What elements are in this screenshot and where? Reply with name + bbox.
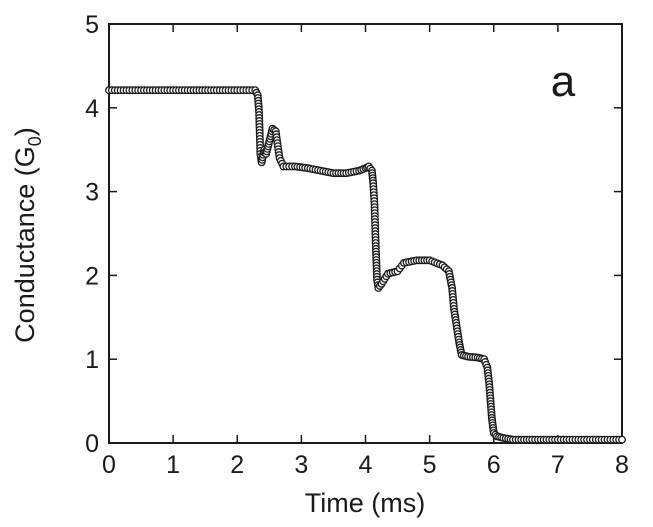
- x-axis-title: Time (ms): [305, 488, 425, 518]
- x-tick-label: 2: [230, 451, 244, 479]
- data-points: [105, 86, 626, 444]
- x-tick-label: 4: [359, 451, 373, 479]
- y-tick-label: 2: [85, 262, 99, 290]
- panel-label: a: [551, 57, 576, 106]
- y-axis-title: Conductance (G0): [10, 127, 45, 343]
- y-tick-label: 5: [85, 11, 99, 39]
- x-tick-label: 6: [487, 451, 501, 479]
- ticks-layer: 0 1 2 3 4 5 6 7 8 0 1 2 3 4 5: [85, 11, 629, 479]
- y-tick-label: 0: [85, 430, 99, 458]
- y-tick-label: 3: [85, 179, 99, 207]
- y-tick-label: 4: [85, 95, 99, 123]
- y-axis-title-suffix: ): [10, 127, 40, 136]
- data-point: [618, 435, 626, 444]
- x-tick-label: 7: [551, 451, 565, 479]
- x-tick-label: 5: [423, 451, 437, 479]
- x-tick-label: 3: [294, 451, 308, 479]
- y-tick-label: 1: [85, 346, 99, 374]
- x-tick-label: 8: [615, 451, 629, 479]
- y-axis-title-main: Conductance (G: [10, 146, 40, 343]
- x-tick-label: 1: [166, 451, 180, 479]
- x-tick-label: 0: [102, 451, 116, 479]
- y-axis-title-subscript: 0: [25, 136, 45, 146]
